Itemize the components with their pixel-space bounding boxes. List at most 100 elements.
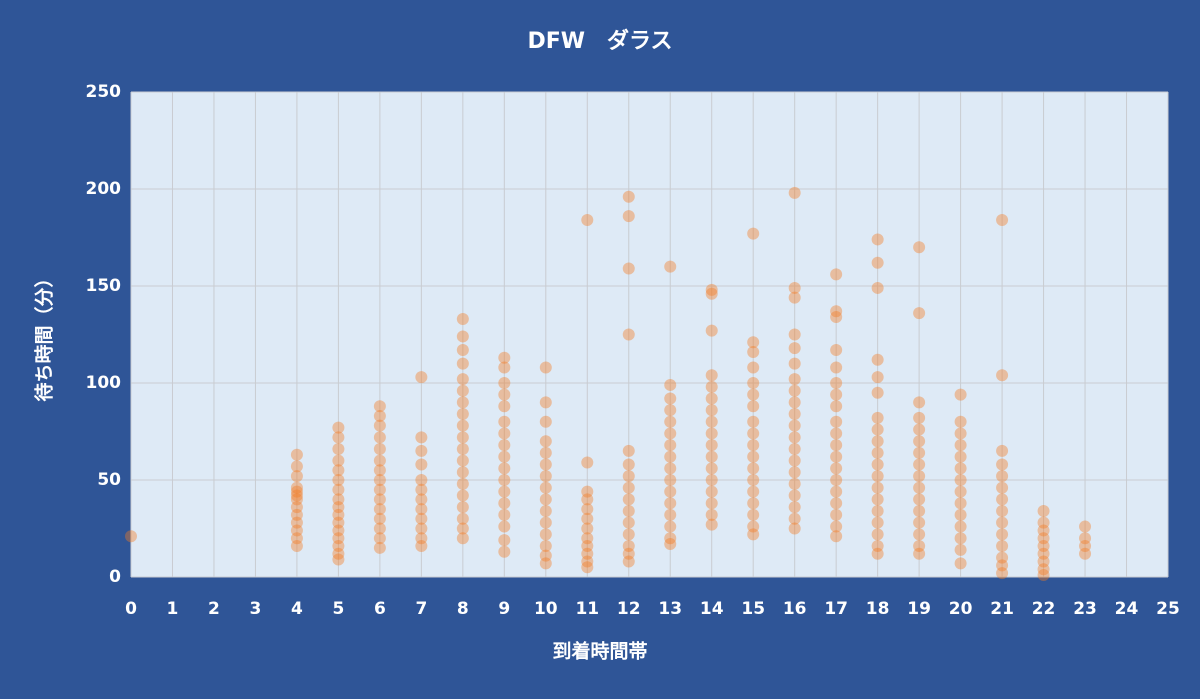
- point: [913, 516, 926, 529]
- point: [871, 547, 884, 560]
- point: [332, 508, 345, 521]
- x-tick-label: 25: [1156, 599, 1180, 619]
- point: [373, 512, 386, 525]
- point: [332, 516, 345, 529]
- point: [373, 483, 386, 496]
- point: [456, 532, 469, 545]
- point: [581, 493, 594, 506]
- point: [498, 361, 511, 374]
- point: [456, 419, 469, 432]
- point: [125, 530, 137, 543]
- point: [747, 474, 760, 486]
- point: [498, 351, 511, 364]
- point: [954, 450, 967, 463]
- point: [913, 528, 926, 541]
- point: [954, 520, 967, 533]
- point: [498, 497, 511, 510]
- point: [415, 532, 428, 545]
- point: [456, 477, 469, 490]
- point: [788, 512, 801, 525]
- x-tick-label: 10: [534, 599, 558, 619]
- point: [705, 415, 718, 428]
- point: [498, 388, 511, 401]
- point: [539, 396, 552, 409]
- point: [290, 493, 303, 506]
- x-tick-label: 11: [575, 599, 599, 619]
- point: [622, 516, 635, 529]
- point: [290, 508, 303, 521]
- point: [539, 493, 552, 506]
- point: [788, 384, 801, 397]
- x-tick-label: 22: [1032, 599, 1056, 619]
- point: [373, 431, 386, 444]
- point: [954, 462, 967, 475]
- point: [622, 539, 635, 552]
- point: [871, 411, 884, 424]
- point: [290, 524, 303, 537]
- point: [871, 353, 884, 366]
- y-tick-label: 250: [86, 82, 122, 102]
- point: [996, 444, 1009, 457]
- point: [1037, 516, 1050, 529]
- point: [539, 446, 552, 459]
- point: [996, 214, 1009, 227]
- x-tick-label: 6: [374, 599, 386, 619]
- point: [871, 505, 884, 518]
- point: [871, 423, 884, 436]
- point: [539, 415, 552, 428]
- point: [830, 427, 843, 440]
- point: [581, 512, 594, 525]
- point: [788, 477, 801, 490]
- point: [622, 481, 635, 494]
- point: [913, 458, 926, 471]
- point: [539, 557, 552, 570]
- point: [871, 256, 884, 269]
- point: [539, 516, 552, 529]
- point: [830, 474, 843, 486]
- point: [871, 528, 884, 541]
- point: [788, 419, 801, 432]
- point: [747, 462, 760, 475]
- point: [373, 503, 386, 516]
- point: [705, 474, 718, 486]
- point: [871, 493, 884, 506]
- point: [622, 493, 635, 506]
- point: [954, 427, 967, 440]
- point: [290, 489, 303, 502]
- point: [747, 400, 760, 413]
- point: [830, 305, 843, 318]
- point: [788, 522, 801, 535]
- x-tick-label: 0: [125, 599, 137, 619]
- point: [830, 485, 843, 498]
- point: [622, 528, 635, 541]
- point: [705, 427, 718, 440]
- point: [954, 497, 967, 510]
- point: [498, 450, 511, 463]
- point: [332, 524, 345, 537]
- point: [373, 454, 386, 467]
- point: [788, 501, 801, 514]
- point: [373, 532, 386, 545]
- point: [332, 553, 345, 566]
- point: [332, 431, 345, 444]
- x-tick-label: 14: [700, 599, 724, 619]
- point: [996, 528, 1009, 541]
- point: [830, 520, 843, 533]
- point: [456, 442, 469, 455]
- point: [332, 501, 345, 514]
- x-tick-label: 17: [824, 599, 848, 619]
- point: [622, 328, 635, 341]
- point: [456, 344, 469, 357]
- point: [871, 371, 884, 384]
- point: [664, 497, 677, 510]
- point: [747, 497, 760, 510]
- point: [1037, 532, 1050, 545]
- point: [705, 497, 718, 510]
- point: [290, 470, 303, 483]
- point: [830, 462, 843, 475]
- point: [788, 396, 801, 409]
- point: [456, 408, 469, 421]
- point: [871, 435, 884, 448]
- point: [539, 528, 552, 541]
- point: [415, 493, 428, 506]
